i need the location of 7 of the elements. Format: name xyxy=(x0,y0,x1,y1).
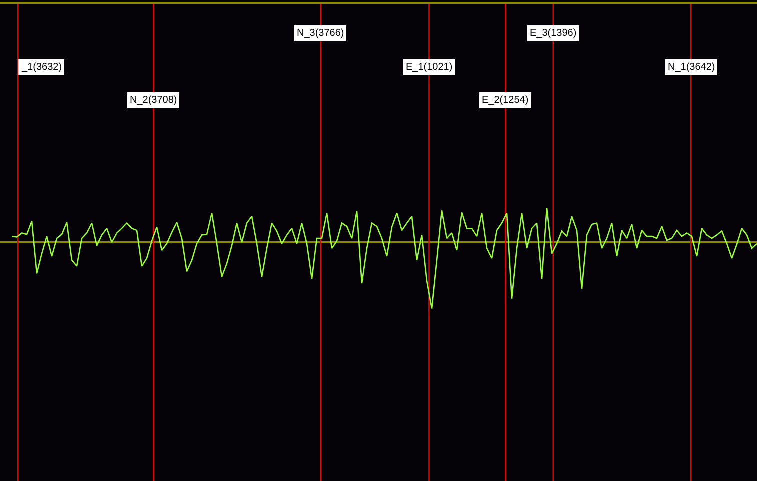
text: E_2(1254) xyxy=(482,95,529,106)
text: N_3(3766) xyxy=(297,28,344,39)
text: E_3(1396) xyxy=(530,28,577,39)
text: N_1(3642) xyxy=(668,62,716,73)
text: N_2(3708) xyxy=(130,95,178,106)
text: E_1(1021) xyxy=(406,62,453,73)
text: _1(3632) xyxy=(21,62,62,73)
